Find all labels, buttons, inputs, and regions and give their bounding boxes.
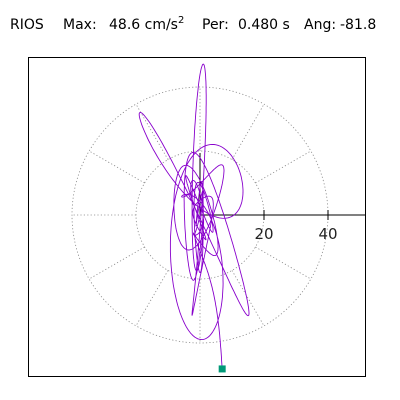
plot-frame xyxy=(28,57,366,377)
period-value: 0.480 s xyxy=(238,17,290,33)
max-value: 48.6 cm/s2 xyxy=(109,15,184,35)
orbit-trace-line xyxy=(138,63,250,369)
peak-markers xyxy=(218,365,226,373)
station-name: RIOS xyxy=(10,17,44,33)
peak-marker xyxy=(218,365,226,373)
radial-tick-labels: 20 40 xyxy=(254,225,337,243)
polar-axes xyxy=(199,153,365,220)
grid-spoke-120 xyxy=(135,103,169,160)
grid-spoke-150 xyxy=(88,150,145,184)
radial-tick-label-20: 20 xyxy=(254,225,273,243)
orbit-trace xyxy=(138,63,250,369)
max-label: Max: xyxy=(63,17,97,33)
grid-spoke-210 xyxy=(88,246,145,280)
angle-label: Ang: xyxy=(304,17,337,33)
chart-header: RIOS Max: 48.6 cm/s2 Per: 0.480 s Ang: -… xyxy=(0,15,400,39)
angle-value: -81.8 xyxy=(340,17,377,33)
radial-tick-label-40: 40 xyxy=(318,225,337,243)
max-value-text: 48.6 cm/s xyxy=(109,17,178,33)
grid-spoke-60 xyxy=(231,103,265,160)
grid-spoke-330 xyxy=(255,246,312,280)
grid-spoke-300 xyxy=(231,270,265,327)
max-unit-power: 2 xyxy=(177,15,185,26)
grid-spoke-30 xyxy=(255,150,312,184)
grid-spoke-240 xyxy=(135,270,169,327)
period-label: Per: xyxy=(202,17,229,33)
